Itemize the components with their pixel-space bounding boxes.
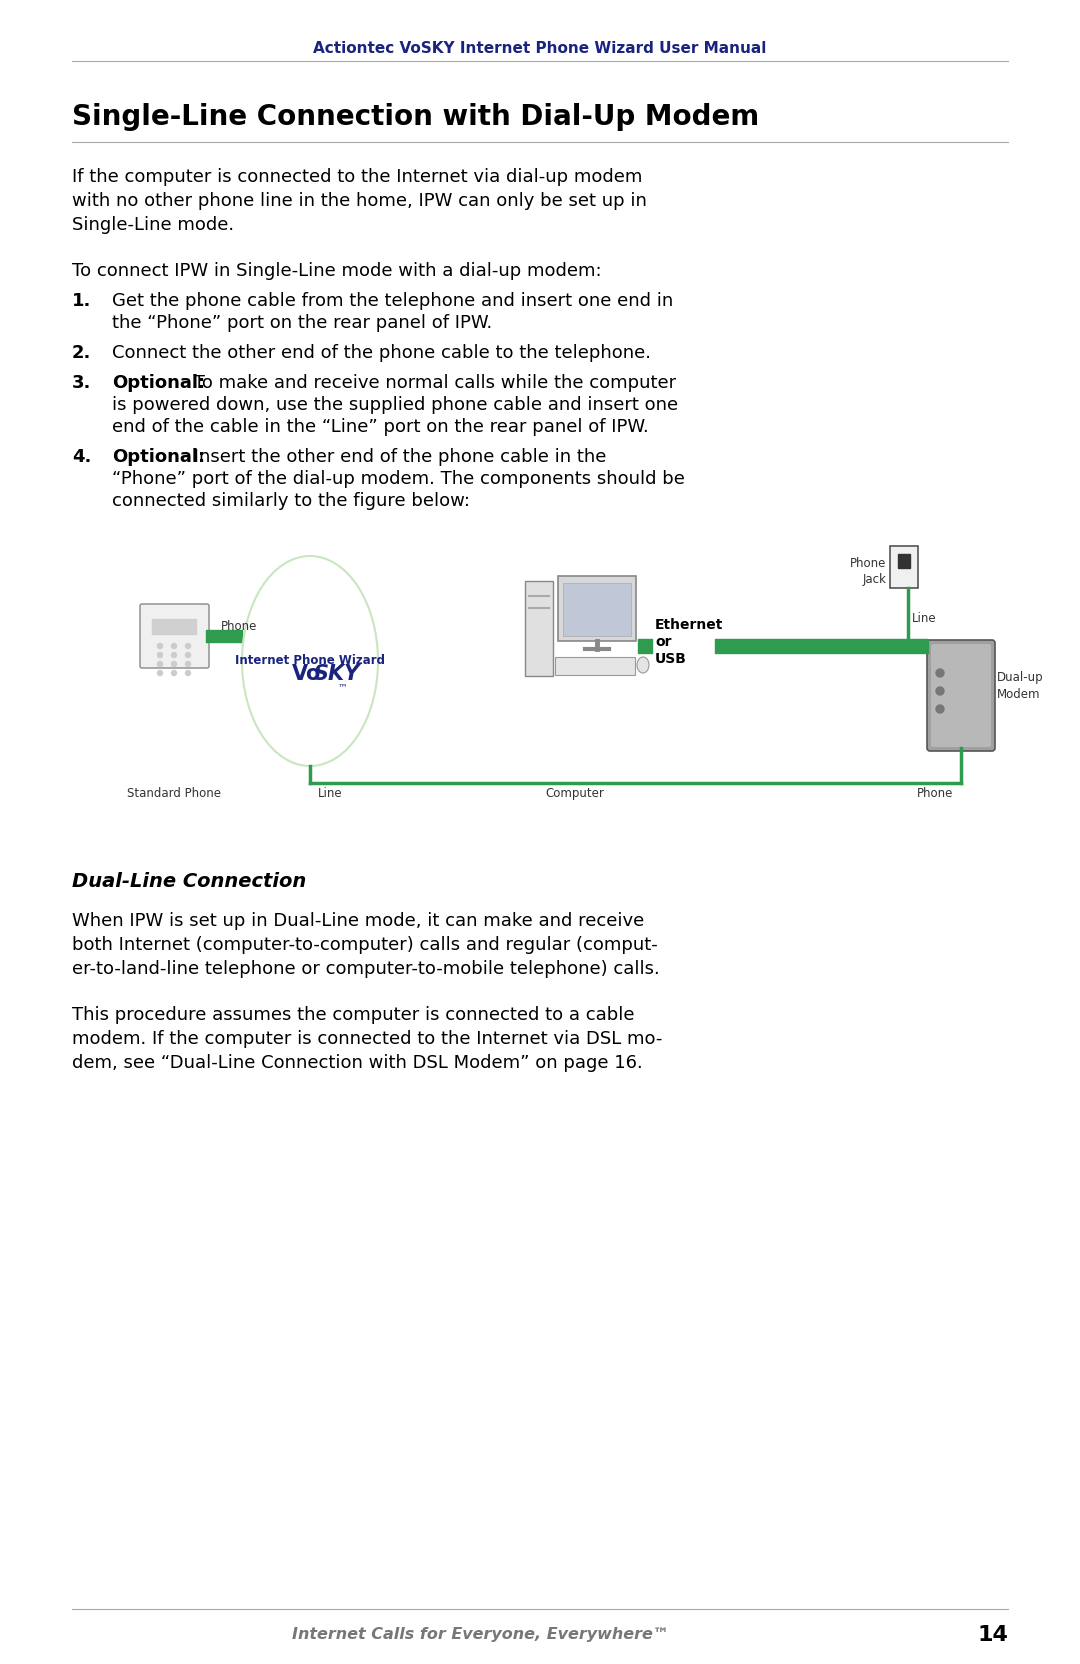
Circle shape: [936, 687, 944, 696]
Text: ™: ™: [338, 682, 348, 692]
Circle shape: [158, 644, 162, 649]
Bar: [558, 577, 636, 642]
Circle shape: [158, 662, 162, 667]
Text: Single-Line mode.: Single-Line mode.: [72, 216, 234, 235]
Text: with no other phone line in the home, IPW can only be set up in: with no other phone line in the home, IP…: [72, 191, 647, 210]
Text: Standard Phone: Standard Phone: [127, 787, 221, 799]
Bar: [555, 657, 635, 676]
Text: If the computer is connected to the Internet via dial-up modem: If the computer is connected to the Inte…: [72, 168, 643, 186]
FancyBboxPatch shape: [927, 641, 995, 752]
Circle shape: [158, 652, 162, 657]
Circle shape: [186, 671, 190, 676]
Text: To connect IPW in Single-Line mode with a dial-up modem:: To connect IPW in Single-Line mode with …: [72, 261, 602, 280]
Text: both Internet (computer-to-computer) calls and regular (comput-: both Internet (computer-to-computer) cal…: [72, 935, 658, 953]
Ellipse shape: [637, 657, 649, 674]
Circle shape: [158, 671, 162, 676]
Text: Computer: Computer: [545, 787, 605, 799]
Circle shape: [186, 652, 190, 657]
Text: Optional:: Optional:: [112, 448, 205, 466]
Bar: [563, 584, 631, 637]
Text: modem. If the computer is connected to the Internet via DSL mo-: modem. If the computer is connected to t…: [72, 1030, 662, 1047]
Text: connected similarly to the figure below:: connected similarly to the figure below:: [112, 491, 470, 509]
Text: Phone: Phone: [917, 787, 953, 799]
Text: Line: Line: [912, 612, 936, 626]
Bar: [525, 582, 553, 677]
Text: When IPW is set up in Dual-Line mode, it can make and receive: When IPW is set up in Dual-Line mode, it…: [72, 912, 645, 930]
Text: 2.: 2.: [72, 344, 92, 361]
FancyBboxPatch shape: [140, 604, 210, 669]
Text: Get the phone cable from the telephone and insert one end in: Get the phone cable from the telephone a…: [112, 291, 673, 310]
Text: er-to-land-line telephone or computer-to-mobile telephone) calls.: er-to-land-line telephone or computer-to…: [72, 960, 660, 977]
FancyBboxPatch shape: [931, 644, 991, 747]
Text: Line: Line: [318, 787, 342, 799]
Text: Insert the other end of the phone cable in the: Insert the other end of the phone cable …: [189, 448, 607, 466]
Text: 4.: 4.: [72, 448, 92, 466]
Text: Connect the other end of the phone cable to the telephone.: Connect the other end of the phone cable…: [112, 344, 651, 361]
Text: Phone
Jack: Phone Jack: [850, 557, 886, 586]
Text: Ethernet
or
USB: Ethernet or USB: [654, 617, 724, 666]
Bar: [890, 547, 918, 589]
Circle shape: [186, 662, 190, 667]
Circle shape: [936, 706, 944, 714]
Text: 3.: 3.: [72, 374, 92, 391]
Circle shape: [186, 644, 190, 649]
Text: SKY: SKY: [314, 664, 361, 684]
Text: 1.: 1.: [72, 291, 92, 310]
Text: Internet Phone Wizard: Internet Phone Wizard: [235, 654, 384, 667]
Text: Dual-up
Modem: Dual-up Modem: [997, 671, 1043, 701]
Circle shape: [172, 644, 176, 649]
Text: To make and receive normal calls while the computer: To make and receive normal calls while t…: [189, 374, 677, 391]
Text: Optional:: Optional:: [112, 374, 205, 391]
Text: Vo: Vo: [292, 664, 322, 684]
Text: Dual-Line Connection: Dual-Line Connection: [72, 872, 307, 890]
Polygon shape: [897, 554, 910, 569]
Ellipse shape: [242, 557, 378, 767]
Text: Single-Line Connection with Dial-Up Modem: Single-Line Connection with Dial-Up Mode…: [72, 103, 759, 131]
Text: 14: 14: [977, 1624, 1008, 1644]
Text: dem, see “Dual-Line Connection with DSL Modem” on page 16.: dem, see “Dual-Line Connection with DSL …: [72, 1053, 643, 1072]
Circle shape: [172, 671, 176, 676]
Circle shape: [172, 652, 176, 657]
Circle shape: [172, 662, 176, 667]
Text: “Phone” port of the dial-up modem. The components should be: “Phone” port of the dial-up modem. The c…: [112, 469, 685, 488]
Text: is powered down, use the supplied phone cable and insert one: is powered down, use the supplied phone …: [112, 396, 678, 414]
Text: Actiontec VoSKY Internet Phone Wizard User Manual: Actiontec VoSKY Internet Phone Wizard Us…: [313, 40, 767, 55]
Text: end of the cable in the “Line” port on the rear panel of IPW.: end of the cable in the “Line” port on t…: [112, 418, 649, 436]
Text: Internet Calls for Everyone, Everywhere™: Internet Calls for Everyone, Everywhere™: [292, 1626, 669, 1641]
Circle shape: [936, 669, 944, 677]
Text: the “Phone” port on the rear panel of IPW.: the “Phone” port on the rear panel of IP…: [112, 314, 492, 331]
Text: Phone: Phone: [221, 621, 257, 632]
Text: This procedure assumes the computer is connected to a cable: This procedure assumes the computer is c…: [72, 1005, 635, 1023]
